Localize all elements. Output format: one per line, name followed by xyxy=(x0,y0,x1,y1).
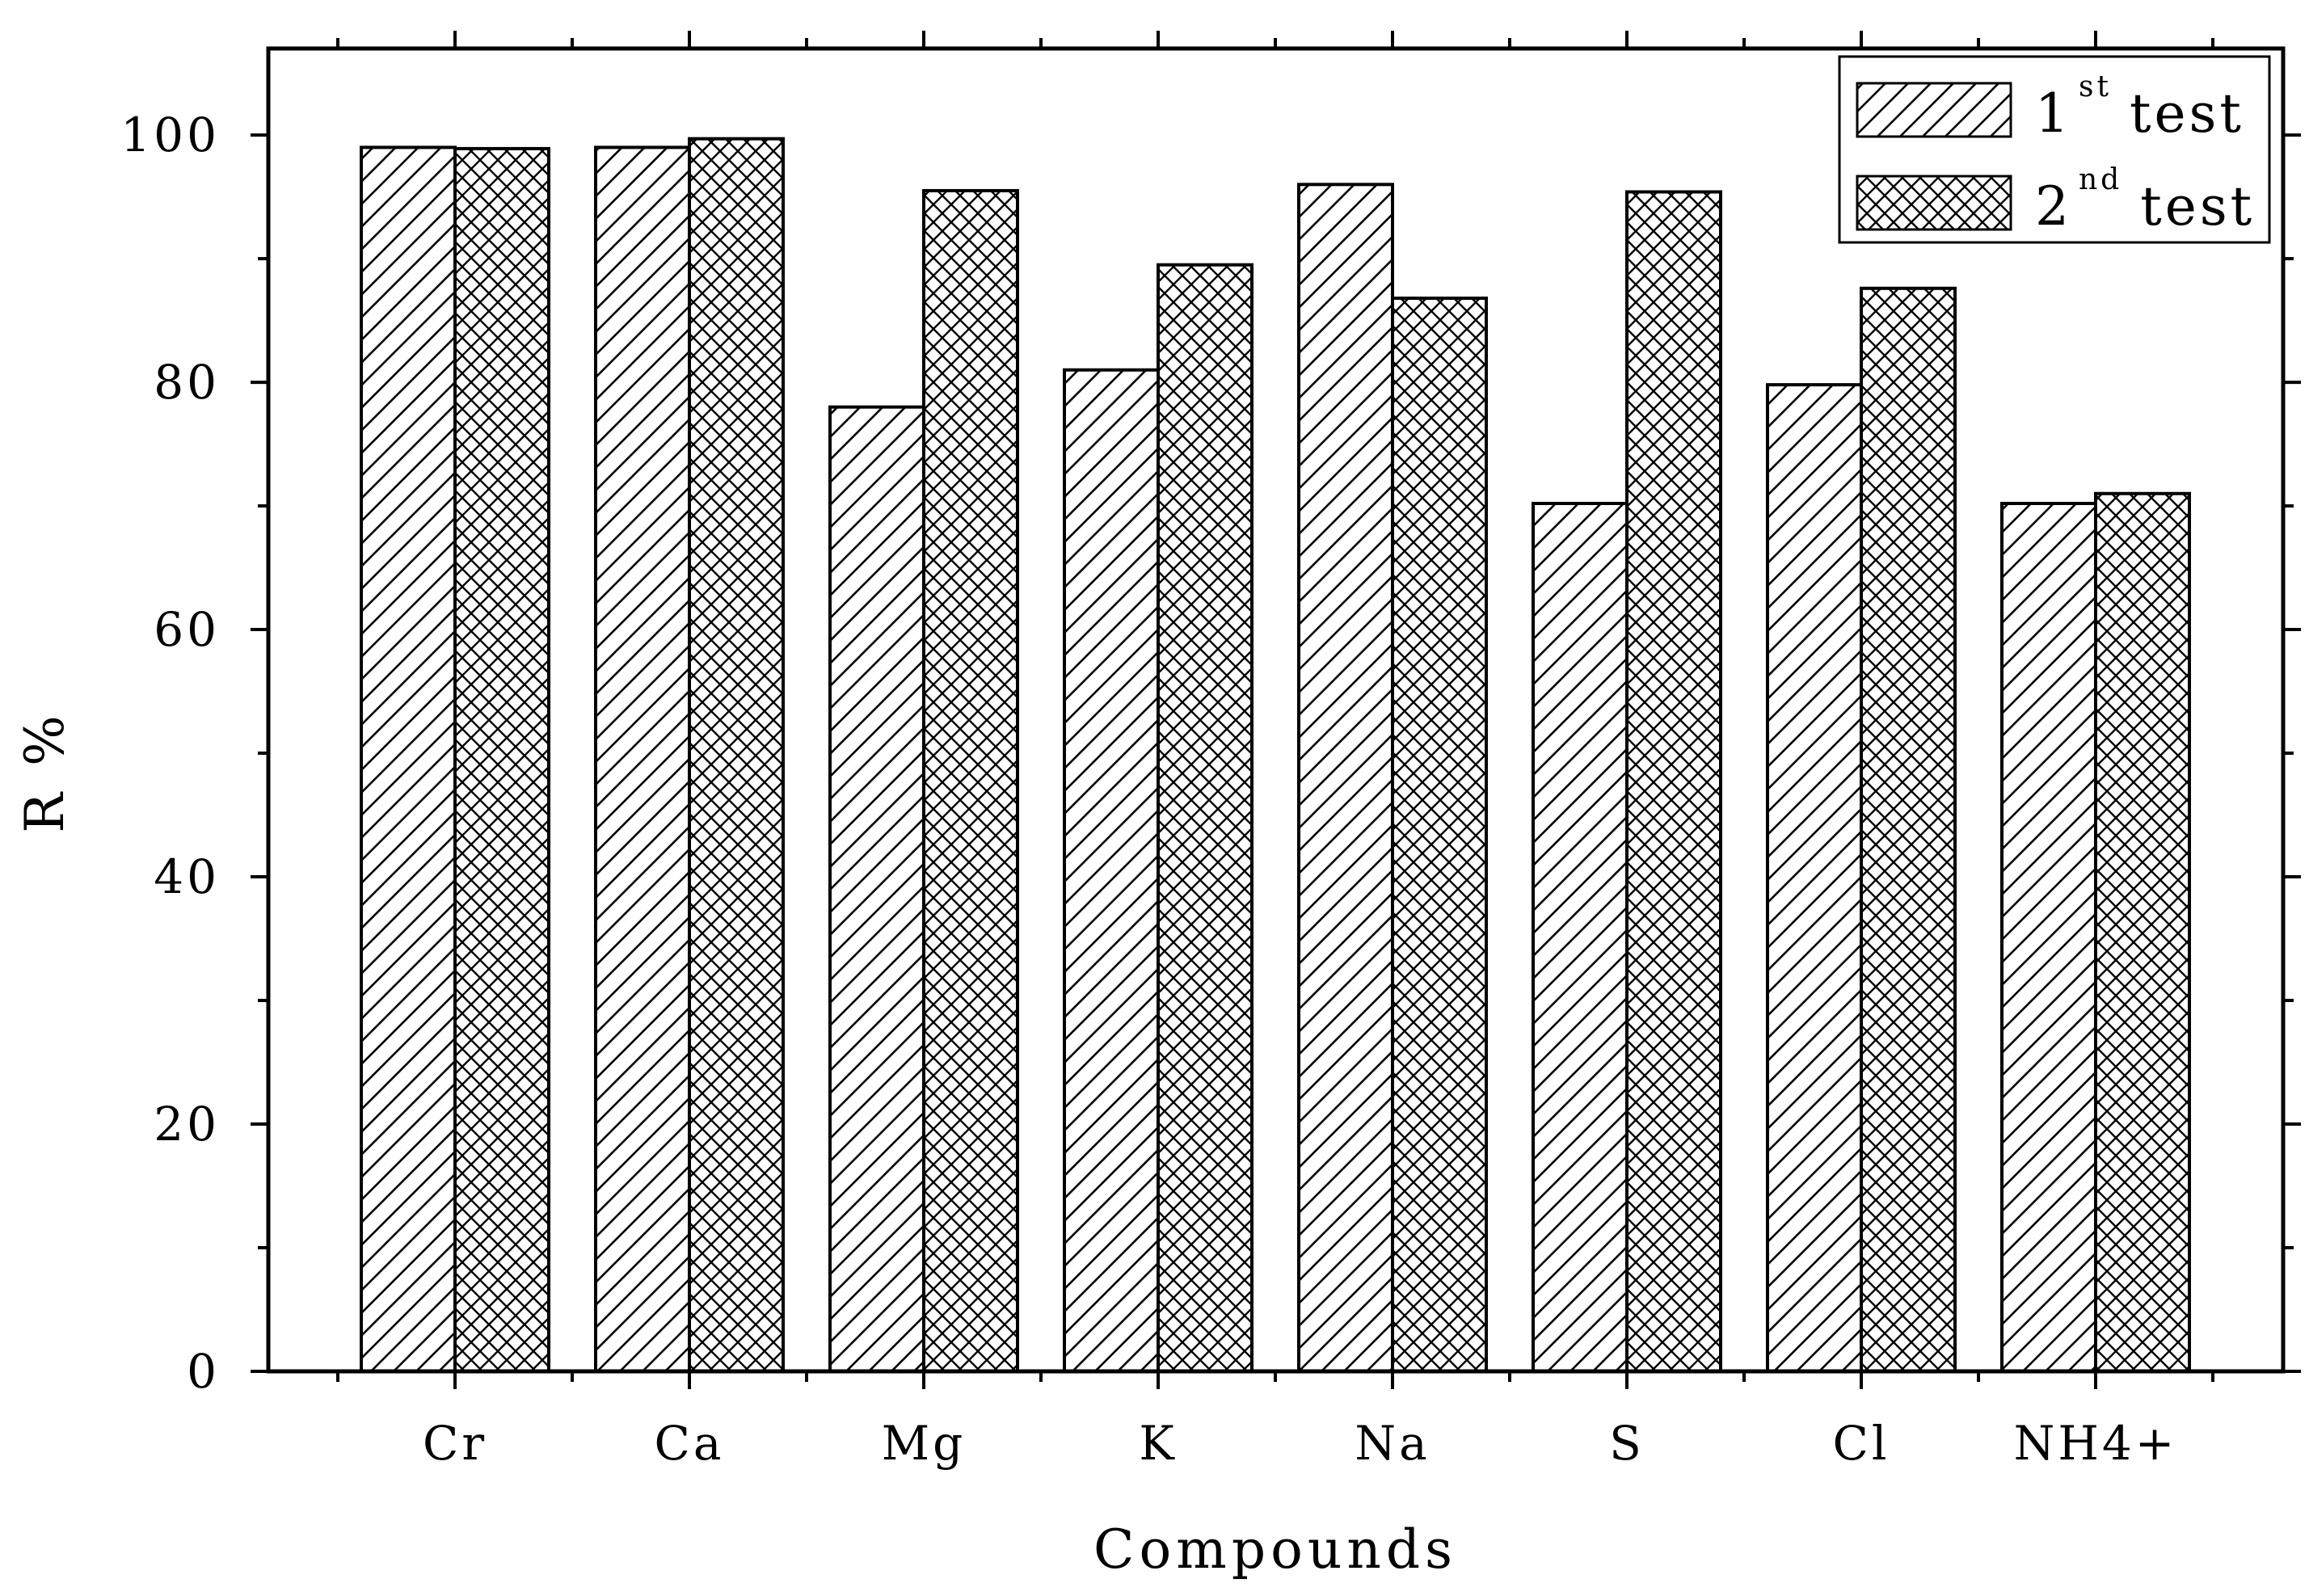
bar-1st-test-cl xyxy=(1766,383,1863,1374)
plot-frame xyxy=(266,46,2286,1374)
x-tick-label: Cl xyxy=(1833,1416,1890,1471)
y-tick-label: 80 xyxy=(154,355,220,410)
bar-2nd-test-s xyxy=(1625,190,1722,1374)
x-tick-label: S xyxy=(1609,1416,1645,1471)
bar-2nd-test-cl xyxy=(1860,286,1957,1373)
legend-2nd-base: 2 xyxy=(2035,175,2072,238)
x-axis-title: Compounds xyxy=(1093,1518,1457,1581)
x-tick-label: K xyxy=(1139,1416,1177,1471)
bar-2nd-test-k xyxy=(1157,263,1254,1373)
x-tick-label: NH4+ xyxy=(2014,1416,2178,1471)
legend-2nd-sup: nd xyxy=(2079,163,2122,196)
x-tick-label: Na xyxy=(1355,1416,1430,1471)
y-tick-label: 0 xyxy=(187,1344,220,1399)
y-tick-label: 20 xyxy=(154,1097,220,1152)
x-tick-label: Mg xyxy=(882,1416,967,1471)
y-tick-label: 40 xyxy=(154,849,220,904)
bar-2nd-test-ca xyxy=(688,137,785,1373)
bar-1st-test-nh4plus xyxy=(2000,502,2097,1373)
bar-2nd-test-nh4plus xyxy=(2094,491,2191,1373)
bars-layer xyxy=(360,137,2191,1374)
y-tick-labels: 0 20 40 60 80 100 xyxy=(120,107,220,1399)
y-tick-label: 100 xyxy=(120,107,220,162)
y-tick-label: 60 xyxy=(154,602,220,657)
legend-2nd-rest: test xyxy=(2140,175,2255,238)
x-tick-label: Ca xyxy=(655,1416,725,1471)
bar-2nd-test-na xyxy=(1391,297,1488,1373)
bar-1st-test-na xyxy=(1297,183,1394,1374)
bar-1st-test-ca xyxy=(594,145,691,1373)
bar-1st-test-cr xyxy=(360,145,457,1373)
legend-1st-base: 1 xyxy=(2035,82,2072,145)
legend-swatch-2nd-test xyxy=(1856,175,2012,231)
legend-1st-rest: test xyxy=(2130,82,2244,145)
bar-1st-test-mg xyxy=(828,405,925,1374)
bar-1st-test-k xyxy=(1063,368,1160,1373)
legend-1st-sup: st xyxy=(2079,70,2112,103)
x-tick-labels: Cr Ca Mg K Na S Cl NH4+ xyxy=(423,1416,2178,1471)
bar-2nd-test-mg xyxy=(922,188,1019,1374)
x-tick-label: Cr xyxy=(423,1416,487,1471)
bar-2nd-test-cr xyxy=(453,146,550,1373)
ticks-layer xyxy=(251,31,2301,1389)
legend-swatch-1st-test xyxy=(1856,82,2012,138)
bar-1st-test-s xyxy=(1532,502,1629,1373)
y-axis-title: R % xyxy=(14,710,76,832)
